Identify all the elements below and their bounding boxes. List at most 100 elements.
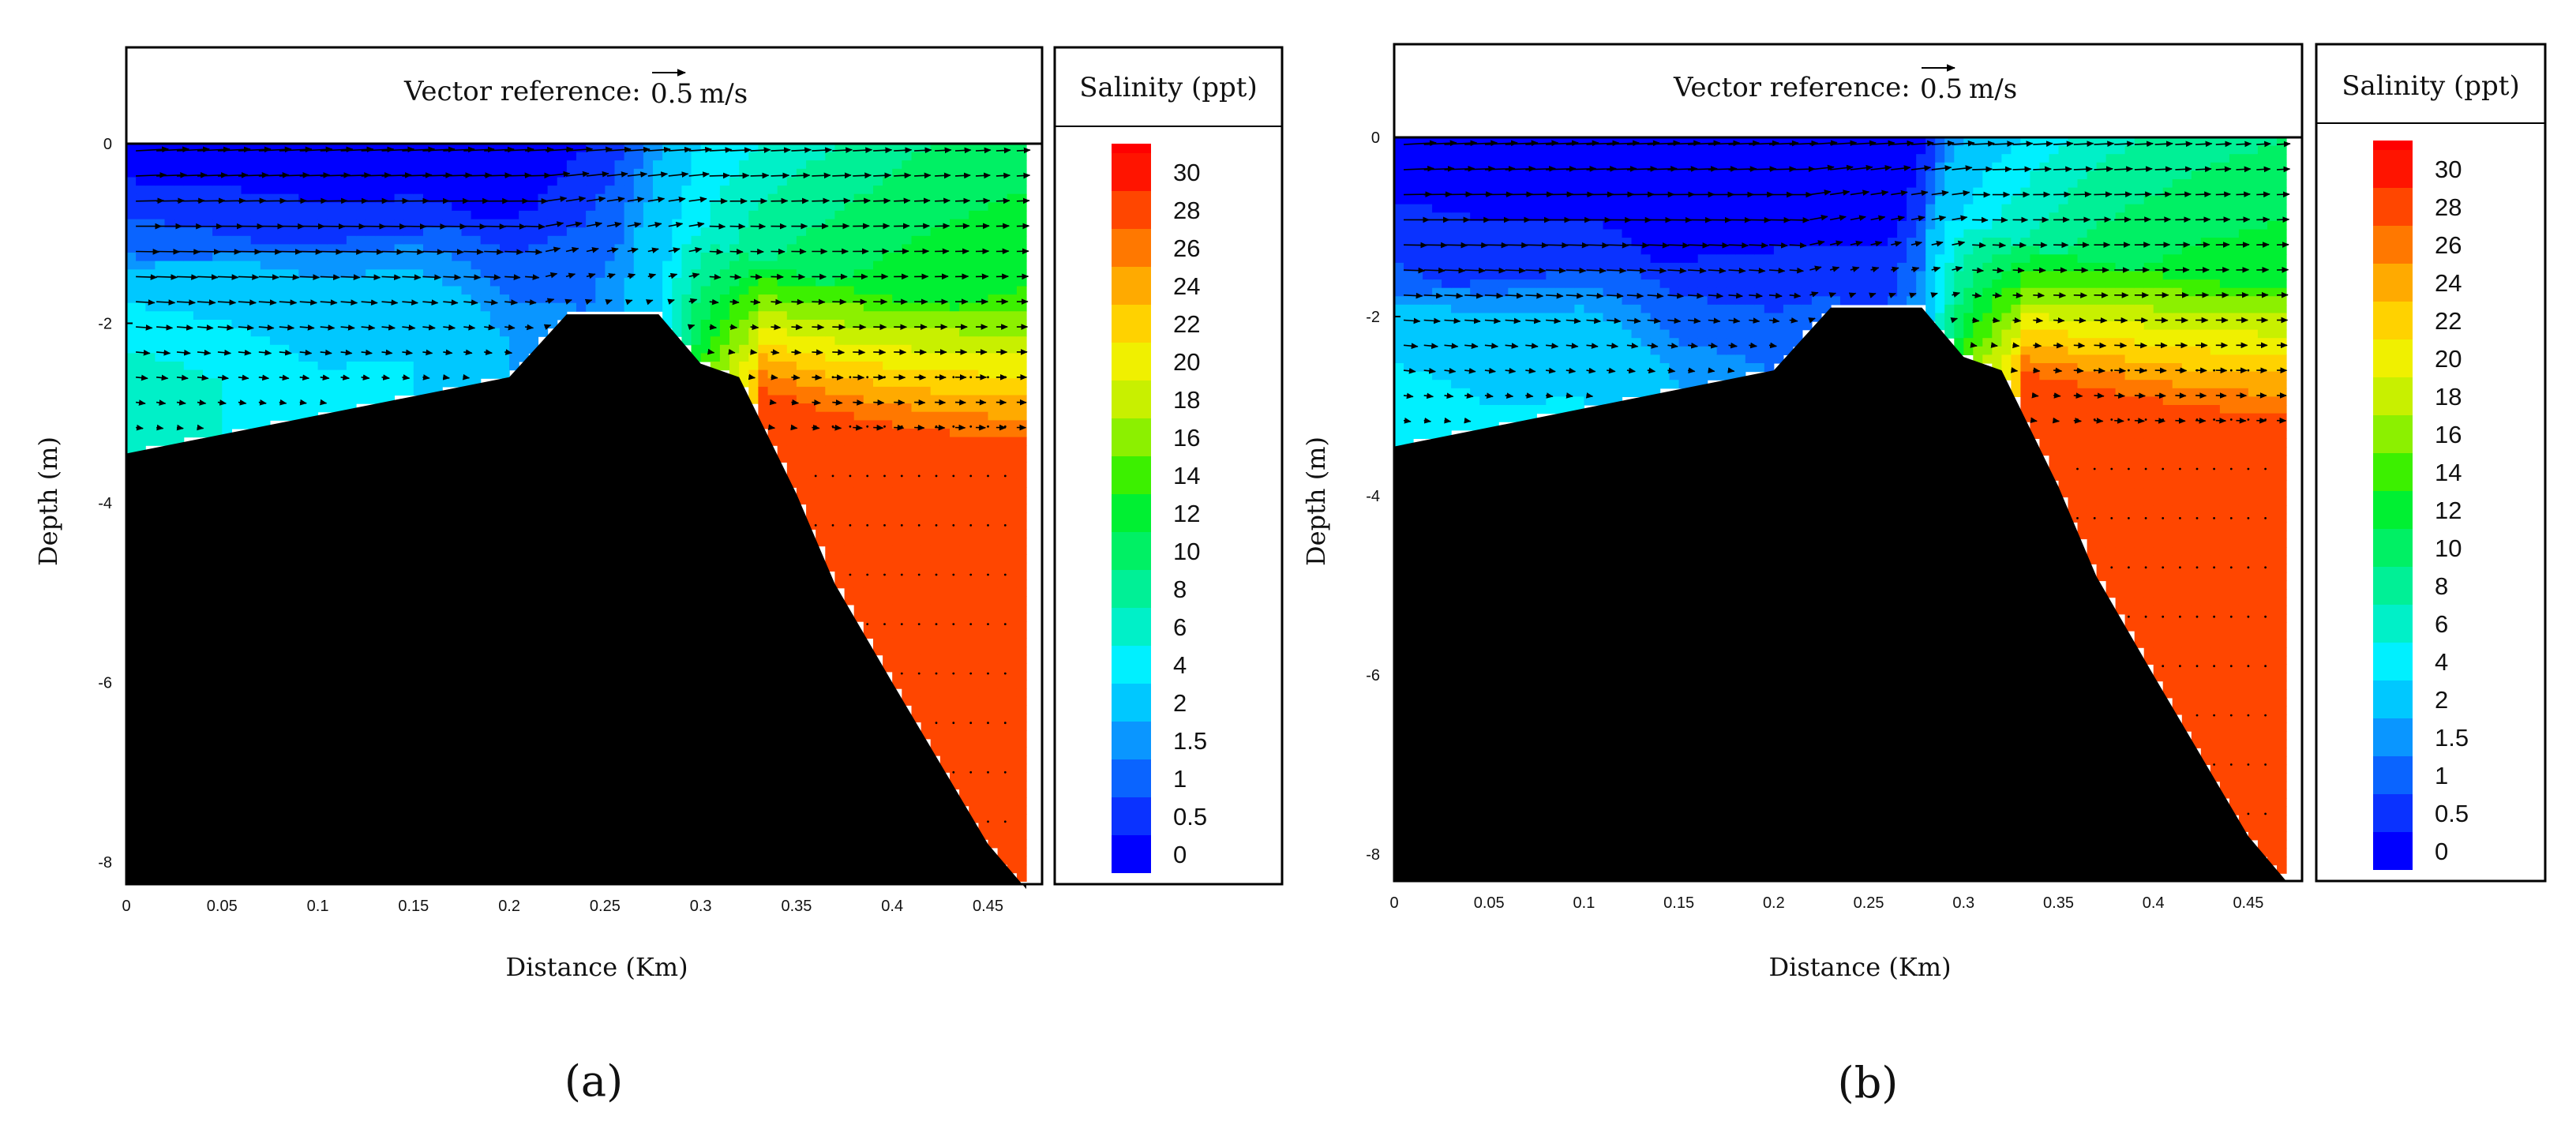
salinity-cell <box>1508 380 1518 389</box>
salinity-cell <box>988 613 999 622</box>
salinity-cell <box>767 186 778 195</box>
salinity-cell <box>950 763 960 773</box>
salinity-cell <box>902 403 912 413</box>
salinity-cell <box>950 730 960 740</box>
salinity-cell <box>375 353 385 362</box>
colorbar-label: 16 <box>1173 424 1200 452</box>
velocity-vector <box>525 274 540 280</box>
salinity-cell <box>366 336 376 346</box>
salinity-cell <box>988 320 999 329</box>
bathymetry <box>126 314 1026 890</box>
salinity-cell <box>959 654 969 664</box>
salinity-cell <box>786 328 797 337</box>
salinity-cell <box>883 579 893 589</box>
salinity-cell <box>1016 160 1027 170</box>
salinity-cell <box>988 160 999 170</box>
salinity-cell <box>155 160 166 170</box>
salinity-cell <box>317 253 328 262</box>
salinity-cell <box>834 429 846 438</box>
salinity-cell <box>547 286 558 295</box>
salinity-cell <box>1555 154 1565 163</box>
salinity-cell <box>193 235 204 245</box>
velocity-vector <box>545 272 558 279</box>
salinity-cell <box>614 277 625 287</box>
salinity-cell <box>997 571 1008 580</box>
salinity-cell <box>834 487 846 497</box>
salinity-cell <box>806 420 816 429</box>
salinity-cell <box>1460 137 1471 147</box>
salinity-cell <box>978 336 989 346</box>
salinity-cell <box>1394 229 1404 238</box>
salinity-cell <box>719 286 730 295</box>
salinity-cell <box>1536 388 1547 397</box>
salinity-cell <box>786 378 797 388</box>
salinity-cell <box>1517 329 1528 339</box>
colorbar-swatch <box>1112 684 1151 722</box>
salinity-cell <box>739 294 749 304</box>
salinity-cell <box>241 210 252 220</box>
salinity-cell <box>509 210 519 220</box>
salinity-cell <box>1451 321 1461 331</box>
colorbar-swatch <box>1112 494 1151 532</box>
salinity-cell <box>748 311 759 321</box>
salinity-cell <box>336 160 347 170</box>
salinity-cell <box>327 186 338 195</box>
salinity-cell <box>136 144 146 153</box>
salinity-cell <box>1007 604 1018 614</box>
salinity-cell <box>1007 487 1018 497</box>
salinity-cell <box>231 320 242 329</box>
salinity-cell <box>844 395 855 404</box>
velocity-vector <box>1003 524 1007 527</box>
salinity-cell <box>538 261 549 270</box>
salinity-cell <box>1016 638 1027 647</box>
salinity-cell <box>222 235 232 245</box>
salinity-cell <box>796 403 807 413</box>
velocity-vector <box>873 374 886 381</box>
salinity-cell <box>289 269 299 279</box>
velocity-vector <box>381 349 393 356</box>
salinity-cell <box>758 353 769 362</box>
salinity-cell <box>978 680 989 689</box>
salinity-cell <box>595 277 606 287</box>
salinity-cell <box>997 168 1008 178</box>
salinity-cell <box>1007 512 1018 522</box>
velocity-vector <box>156 249 181 255</box>
salinity-cell <box>672 261 682 270</box>
salinity-cell <box>1451 220 1461 231</box>
salinity-cell <box>1555 279 1565 289</box>
salinity-cell <box>155 253 166 262</box>
salinity-cell <box>1546 179 1556 189</box>
salinity-cell <box>1508 346 1518 355</box>
salinity-cell <box>950 429 960 438</box>
salinity-cell <box>471 277 482 287</box>
salinity-cell <box>930 688 941 698</box>
salinity-cell <box>643 186 654 195</box>
salinity-cell <box>930 462 941 471</box>
velocity-vector <box>320 324 336 331</box>
salinity-cell <box>136 168 146 178</box>
salinity-cell <box>1394 329 1404 339</box>
salinity-cell <box>317 202 328 212</box>
salinity-cell <box>605 177 616 186</box>
salinity-cell <box>269 227 280 237</box>
salinity-cell <box>633 269 644 279</box>
salinity-cell <box>758 277 769 287</box>
salinity-cell <box>834 311 846 321</box>
salinity-cell <box>633 253 644 262</box>
salinity-cell <box>126 437 137 446</box>
velocity-vector <box>605 298 613 306</box>
salinity-cell <box>729 362 740 371</box>
salinity-cell <box>1460 371 1471 381</box>
salinity-cell <box>930 403 941 413</box>
salinity-cell <box>1565 371 1575 381</box>
salinity-cell <box>863 621 874 631</box>
salinity-cell <box>969 328 979 337</box>
velocity-vector <box>831 524 834 527</box>
salinity-cell <box>691 152 702 161</box>
salinity-cell <box>1423 329 1433 339</box>
salinity-cell <box>557 152 568 161</box>
salinity-cell <box>336 344 347 354</box>
salinity-cell <box>183 311 194 321</box>
salinity-cell <box>1442 313 1452 322</box>
salinity-cell <box>1460 329 1471 339</box>
